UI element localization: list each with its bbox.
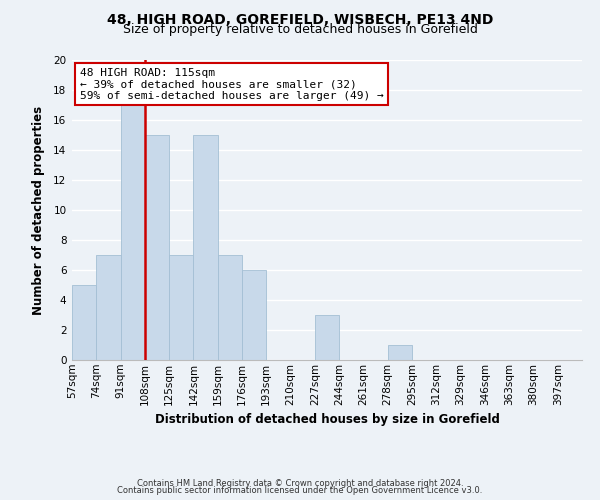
X-axis label: Distribution of detached houses by size in Gorefield: Distribution of detached houses by size … [155,413,499,426]
Bar [218,255,242,360]
Bar [169,255,193,360]
Bar [388,345,412,360]
Bar [242,270,266,360]
Bar [145,135,169,360]
Bar [315,315,339,360]
Text: Contains HM Land Registry data © Crown copyright and database right 2024.: Contains HM Land Registry data © Crown c… [137,478,463,488]
Text: 48, HIGH ROAD, GOREFIELD, WISBECH, PE13 4ND: 48, HIGH ROAD, GOREFIELD, WISBECH, PE13 … [107,12,493,26]
Bar [193,135,218,360]
Text: Size of property relative to detached houses in Gorefield: Size of property relative to detached ho… [122,22,478,36]
Text: 48 HIGH ROAD: 115sqm
← 39% of detached houses are smaller (32)
59% of semi-detac: 48 HIGH ROAD: 115sqm ← 39% of detached h… [80,68,383,100]
Bar [96,255,121,360]
Text: Contains public sector information licensed under the Open Government Licence v3: Contains public sector information licen… [118,486,482,495]
Bar [72,285,96,360]
Y-axis label: Number of detached properties: Number of detached properties [32,106,45,314]
Bar [121,105,145,360]
